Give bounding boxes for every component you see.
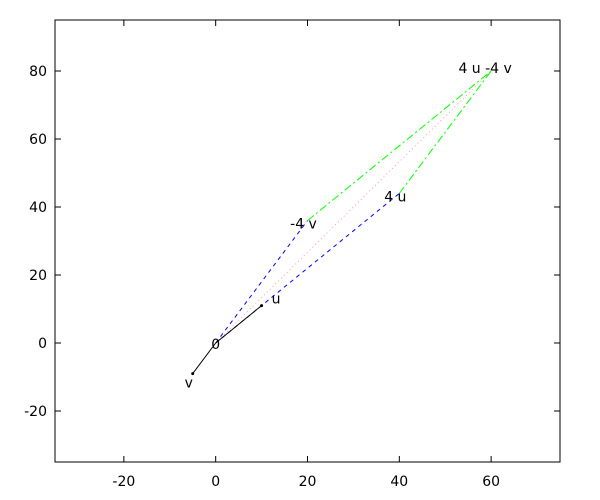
annotation-label: 0 xyxy=(211,337,220,353)
x-tick-label: 0 xyxy=(211,474,220,490)
y-tick-label: 80 xyxy=(29,64,47,80)
y-tick-label: 0 xyxy=(38,336,47,352)
x-tick-label: 20 xyxy=(299,474,317,490)
x-tick-label: 60 xyxy=(482,474,500,490)
series-line xyxy=(215,70,492,344)
series-line xyxy=(215,220,308,344)
y-tick-label: -20 xyxy=(24,404,47,420)
x-tick-label: -20 xyxy=(112,474,135,490)
annotation-label: v xyxy=(185,376,193,392)
annotation-label: -4 v xyxy=(290,217,317,233)
series-line xyxy=(398,70,492,194)
x-tick-label: 40 xyxy=(390,474,408,490)
y-tick-label: 40 xyxy=(29,200,47,216)
vector-arrowhead xyxy=(191,372,195,376)
annotation-label: 4 u -4 v xyxy=(458,61,511,77)
y-tick-label: 20 xyxy=(29,268,47,284)
vector-arrowhead xyxy=(260,304,264,308)
annotation-label: u xyxy=(272,292,281,308)
vector-arrow xyxy=(215,305,262,344)
annotation-label: 4 u xyxy=(384,189,406,205)
series-line xyxy=(307,70,492,221)
plot-border xyxy=(54,19,561,463)
y-tick-label: 60 xyxy=(29,132,47,148)
vector-arrow xyxy=(192,342,217,374)
